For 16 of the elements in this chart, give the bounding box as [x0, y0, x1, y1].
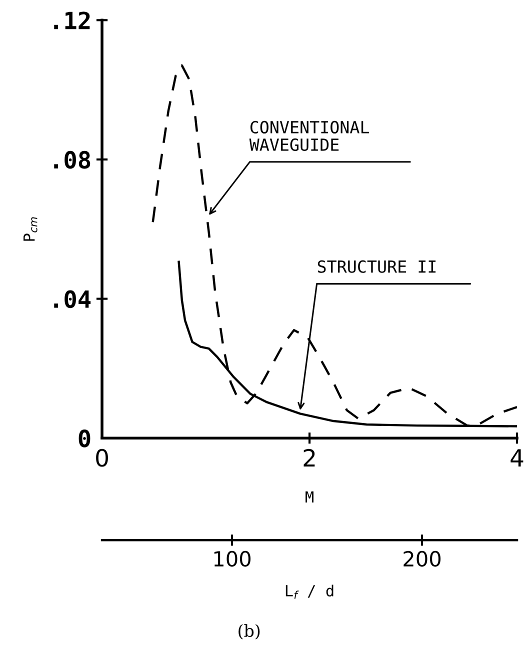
text: (b)	[238, 624, 260, 640]
y-tick-label: 0	[78, 430, 90, 448]
y-tick-label: .08	[54, 150, 90, 169]
x-tick-label: 2	[304, 448, 315, 466]
x2-axis-title: L$_{f}$ / d	[286, 584, 334, 599]
x2-tick-label: 100	[214, 550, 250, 567]
y-tick-label: .04	[54, 290, 91, 308]
x2-tick-label: 200	[404, 550, 441, 567]
x-tick-label: 4	[510, 449, 524, 466]
annotation: STRUCTURE II	[318, 260, 436, 273]
line-series	[152, 64, 518, 427]
x-axis-title: M	[306, 491, 314, 502]
x-tick-label: 0	[96, 448, 108, 467]
y-axis-title: P$_{cm}$	[24, 217, 38, 241]
annotation: CONVENTIONAL WAVEGUIDE	[249, 120, 369, 152]
y-tick-label: .12	[54, 12, 90, 30]
